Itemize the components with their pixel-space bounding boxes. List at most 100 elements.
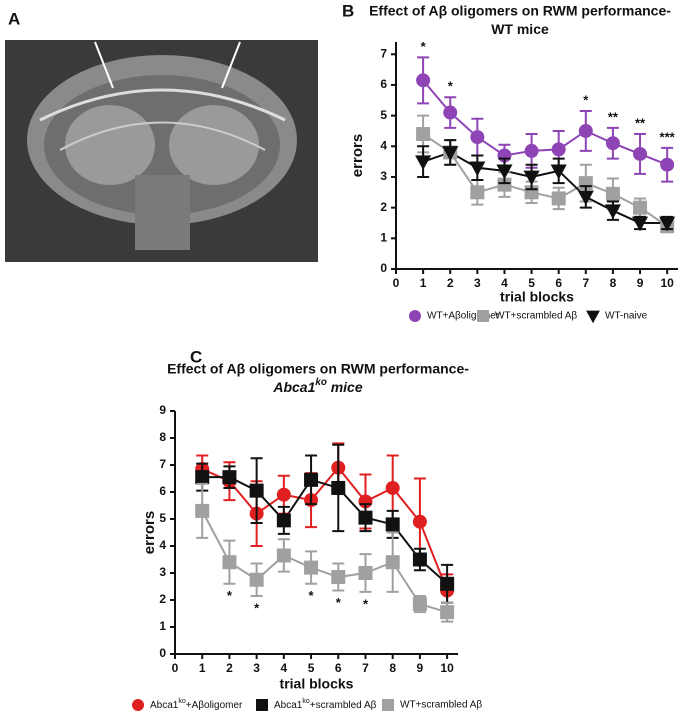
legend-label: Abca1ko+scrambled Aβ [274,698,377,710]
x-tick-label: 9 [637,276,644,290]
chart-title: Effect of Aβ oligomers on RWM performanc… [369,3,671,19]
chart-subtitle: WT mice [491,21,549,37]
x-tick-label: 2 [226,661,233,675]
marker [385,480,400,495]
marker [440,605,455,620]
x-tick-label: 4 [501,276,508,290]
marker [586,310,600,324]
x-tick-label: 4 [281,661,288,675]
annotation: ** [608,109,619,124]
x-tick-label: 3 [253,661,260,675]
x-tick-label: 6 [555,276,562,290]
chart-title: Effect of Aβ oligomers on RWM performanc… [167,361,469,377]
x-tick-label: 10 [440,661,454,675]
x-axis-label: trial blocks [500,289,574,305]
legend-label: Abca1ko+Aβoligomer [150,698,243,710]
series-line [201,510,448,614]
marker [523,170,540,186]
marker [443,105,458,120]
marker [412,597,427,612]
annotation: * [336,595,342,610]
x-tick-label: 5 [528,276,535,290]
y-tick-label: 3 [159,565,166,579]
y-tick-label: 8 [159,430,166,444]
marker [195,503,210,518]
marker [660,157,675,172]
panel-label: A [8,9,20,28]
series-line [422,79,668,166]
marker [440,576,455,591]
marker [551,142,566,157]
marker [409,310,421,322]
legend-label: WT+scrambled Aβ [400,700,482,711]
marker [304,472,319,487]
y-tick-label: 1 [159,619,166,633]
y-tick-label: 6 [380,77,387,91]
x-tick-label: 3 [474,276,481,290]
y-tick-label: 0 [159,646,166,660]
marker [578,123,593,138]
y-tick-label: 0 [380,261,387,275]
marker [577,190,594,206]
x-tick-label: 0 [393,276,400,290]
marker [412,514,427,529]
marker [382,699,394,711]
annotation: * [583,92,589,107]
x-tick-label: 7 [362,661,369,675]
marker [222,555,237,570]
marker [605,186,620,201]
marker [304,560,319,575]
y-tick-label: 2 [380,200,387,214]
marker [605,136,620,151]
marker [249,572,264,587]
marker [358,566,373,580]
marker [633,146,648,161]
marker [276,513,291,528]
legend-label: WT+Aβoligomer [427,311,500,322]
y-tick-label: 5 [380,108,387,122]
y-tick-label: 3 [380,169,387,183]
series-line [422,133,668,227]
marker [497,177,512,192]
x-tick-label: 10 [660,276,674,290]
y-tick-label: 1 [380,230,387,244]
x-tick-label: 6 [335,661,342,675]
marker [385,555,400,570]
marker [331,480,346,495]
marker [256,699,268,711]
marker [416,73,431,88]
marker [385,517,400,532]
marker [331,570,346,585]
marker [633,200,648,215]
x-tick-label: 1 [199,661,206,675]
annotation: ** [635,115,646,130]
marker [276,548,291,563]
marker [416,127,431,142]
marker [551,191,566,206]
marker [222,470,237,485]
y-tick-label: 7 [380,46,387,60]
marker [132,699,144,711]
x-tick-label: 8 [389,661,396,675]
marker [249,483,264,498]
annotation: * [254,600,260,615]
legend-label: WT+scrambled Aβ [495,311,577,322]
chart-subtitle: Abca1ko mice [272,377,362,395]
y-axis-label: errors [349,134,366,177]
panel-label: C [190,347,202,366]
marker [631,216,649,232]
marker [496,164,513,180]
x-tick-label: 9 [417,661,424,675]
y-tick-label: 9 [159,403,166,417]
annotation: *** [660,129,676,144]
marker [604,204,621,220]
y-tick-label: 4 [380,138,387,152]
marker [469,161,486,177]
panel-label: B [342,1,354,20]
annotation: * [421,39,427,54]
marker [550,164,567,180]
annotation: * [448,79,454,94]
marker [477,310,489,322]
y-tick-label: 5 [159,511,166,525]
x-tick-label: 8 [610,276,617,290]
